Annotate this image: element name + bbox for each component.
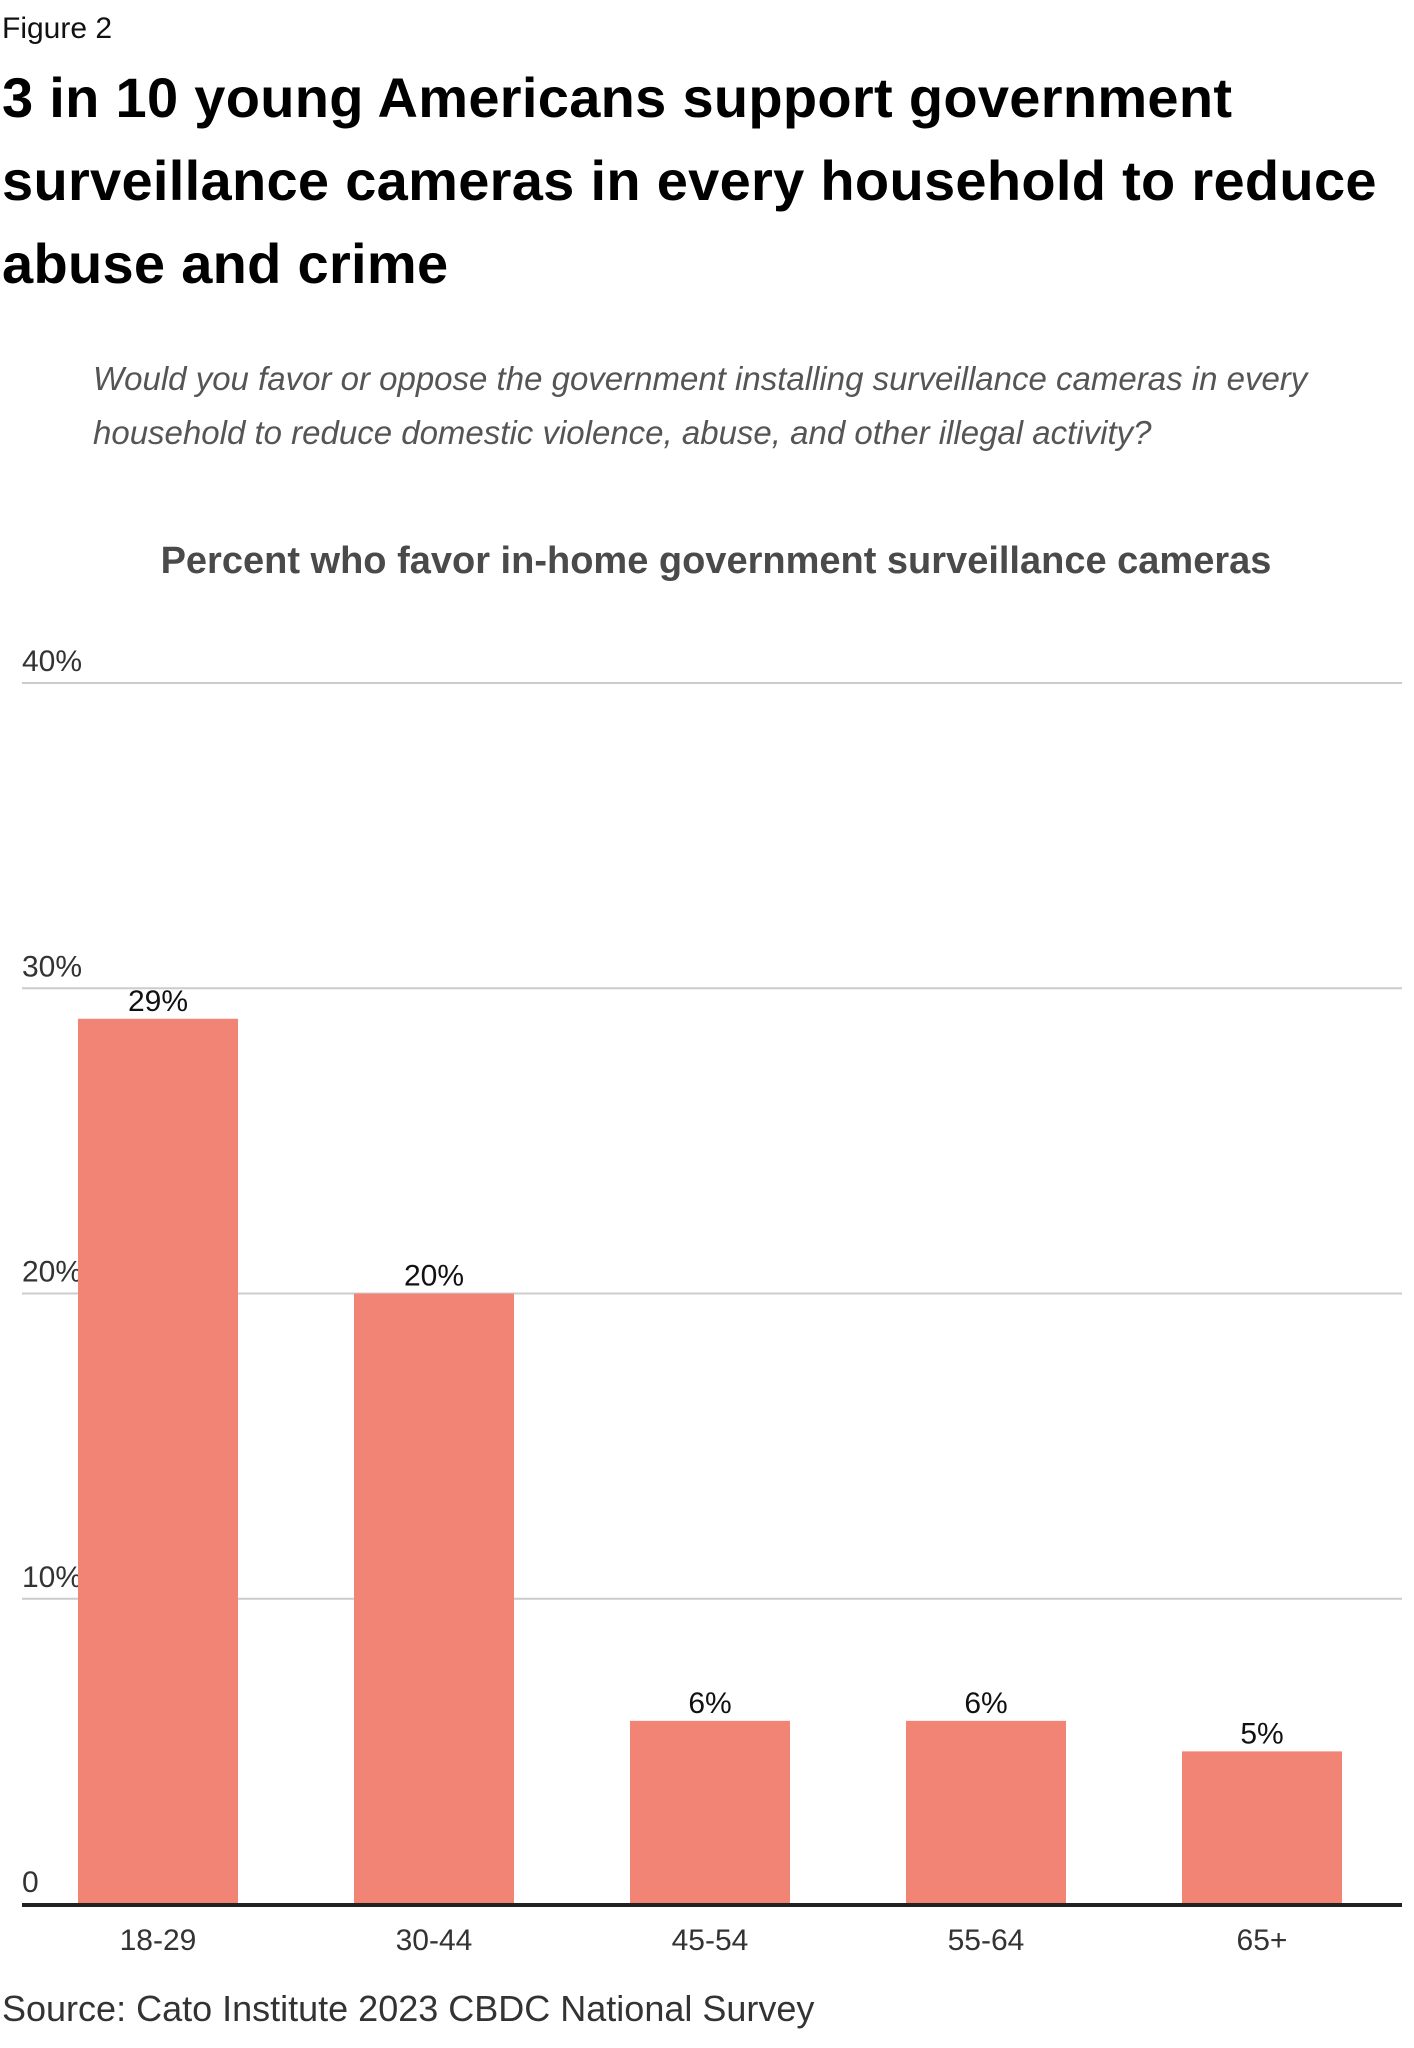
data-label: 29% <box>128 985 188 1018</box>
y-tick-label: 20% <box>22 1256 82 1289</box>
figure-label: Figure 2 <box>2 12 113 45</box>
bar <box>78 1018 238 1904</box>
y-tick-label: 30% <box>22 950 82 983</box>
x-tick-label: 45-54 <box>672 1924 749 1957</box>
headline: 3 in 10 young Americans support governme… <box>2 66 1377 295</box>
x-tick-label: 65+ <box>1237 1924 1288 1957</box>
y-tick-label: 0 <box>22 1866 39 1899</box>
bar <box>1182 1751 1342 1904</box>
bar <box>630 1720 790 1904</box>
y-tick-label: 40% <box>22 645 82 678</box>
data-label: 20% <box>404 1260 464 1293</box>
data-label: 5% <box>1240 1717 1283 1750</box>
survey-question: Would you favor or oppose the government… <box>93 360 1308 451</box>
bar <box>354 1293 514 1904</box>
y-tick-label: 10% <box>22 1561 82 1594</box>
x-tick-label: 18-29 <box>120 1924 197 1957</box>
x-tick-label: 55-64 <box>948 1924 1025 1957</box>
bar <box>906 1720 1066 1904</box>
chart-title: Percent who favor in-home government sur… <box>160 540 1272 582</box>
data-label: 6% <box>964 1687 1007 1720</box>
data-label: 6% <box>688 1687 731 1720</box>
x-tick-label: 30-44 <box>396 1924 473 1957</box>
source-note: Source: Cato Institute 2023 CBDC Nationa… <box>2 1988 815 2029</box>
